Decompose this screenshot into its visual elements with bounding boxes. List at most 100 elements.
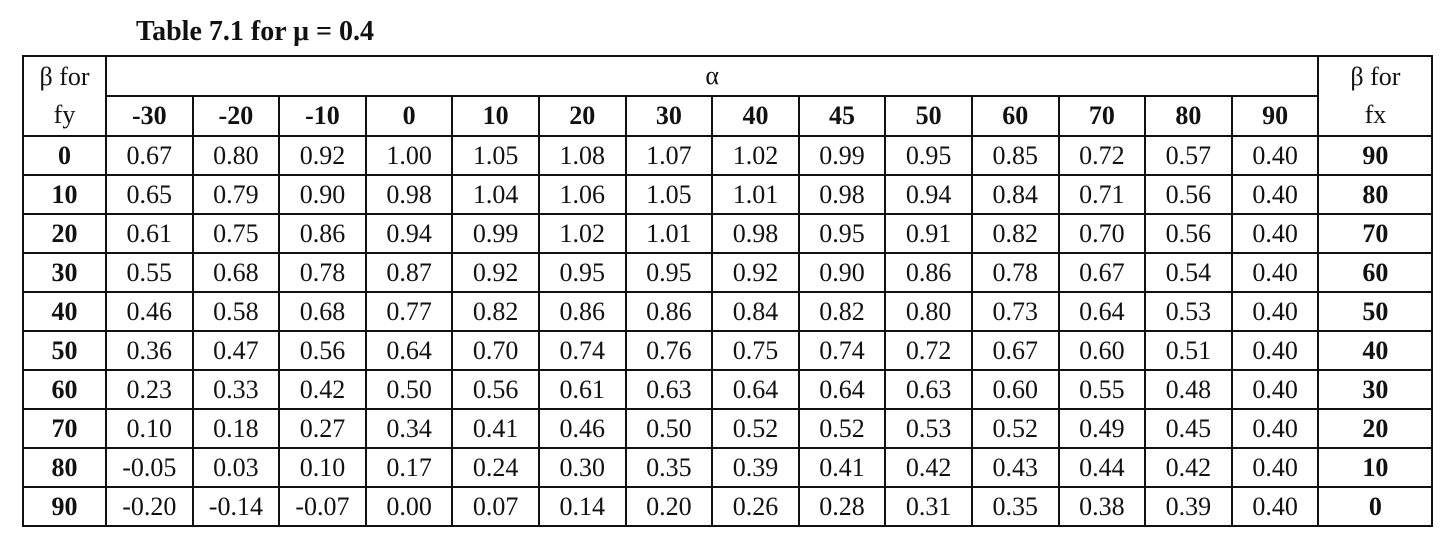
data-table: β for fy α β for fx -30 -20 -10 0 10 20 30 40 45 50 60 7… [22, 55, 1434, 527]
cell: 0.92 [278, 135, 367, 176]
cell: 0.03 [191, 447, 281, 488]
cell: 0.80 [191, 135, 281, 176]
cell: 0.76 [624, 330, 714, 371]
cell: 0.74 [537, 330, 627, 371]
cell: 0.79 [191, 174, 281, 215]
cell: 0.40 [1230, 135, 1320, 176]
cell: 0.31 [884, 486, 973, 527]
cell: 0.64 [797, 369, 887, 410]
cell: 0.86 [884, 252, 973, 293]
cell: 0.68 [278, 291, 367, 332]
cell: 0.72 [884, 330, 973, 371]
row-label-right: 0 [1317, 486, 1434, 527]
cell: 0.52 [970, 408, 1060, 449]
data-row: 80 -0.05 0.03 0.10 0.17 0.24 0.30 0.35 0.39 0.41 0… [22, 447, 1434, 488]
header-line: β for [39, 62, 90, 91]
span-header: α [104, 55, 1320, 97]
row-label: 50 [22, 330, 107, 371]
cell: 0.42 [278, 369, 367, 410]
cell: 0.63 [624, 369, 714, 410]
cell: 0.35 [624, 447, 714, 488]
header-line: fy [53, 100, 76, 129]
cell: 0.47 [191, 330, 281, 371]
cell: 0.95 [624, 252, 714, 293]
cell: 0.98 [364, 174, 454, 215]
cell: 0.60 [1057, 330, 1147, 371]
cell: 0.90 [797, 252, 887, 293]
data-row: 30 0.55 0.68 0.78 0.87 0.92 0.95 0.95 0.92 0.90 0.… [22, 252, 1434, 293]
cell: 1.02 [711, 135, 800, 176]
cell: 0.33 [191, 369, 281, 410]
cell: 0.07 [451, 486, 540, 527]
cell: 1.05 [451, 135, 540, 176]
header-row: β for fy α β for fx [22, 55, 1434, 137]
cell: 0.75 [711, 330, 800, 371]
column-header: 0 [364, 95, 454, 137]
cell: 0.40 [1230, 213, 1320, 254]
row-label-right: 90 [1317, 135, 1434, 176]
row-label-right: 60 [1317, 252, 1434, 293]
cell: 0.82 [451, 291, 540, 332]
cell: 0.98 [711, 213, 800, 254]
cell: 1.07 [624, 135, 714, 176]
cell: 0.61 [105, 213, 194, 254]
column-header: 90 [1230, 95, 1320, 137]
cell: 0.99 [797, 135, 887, 176]
row-label-right: 50 [1317, 291, 1434, 332]
cell: 0.46 [105, 291, 194, 332]
cell: 0.87 [364, 252, 454, 293]
cell: 0.27 [278, 408, 367, 449]
cell: 0.38 [1057, 486, 1147, 527]
cell: 1.06 [537, 174, 627, 215]
cell: 0.99 [451, 213, 540, 254]
cell: 0.41 [797, 447, 887, 488]
header-row: -30 -20 -10 0 10 20 30 40 45 50 60 70 80 90 [23, 95, 1432, 137]
row-label: 80 [22, 447, 107, 488]
column-header: 30 [624, 95, 714, 137]
cell: 0.75 [191, 213, 281, 254]
cell: 0.39 [1144, 486, 1233, 527]
cell: 0.54 [1144, 252, 1233, 293]
cell: 0.60 [970, 369, 1060, 410]
column-header: 70 [1057, 95, 1147, 137]
row-label-right: 20 [1317, 408, 1434, 449]
cell: 1.01 [711, 174, 800, 215]
data-row: 10 0.65 0.79 0.90 0.98 1.04 1.06 1.05 1.01 0.98 0.… [22, 174, 1434, 215]
row-label: 90 [22, 486, 107, 527]
cell: -0.14 [191, 486, 281, 527]
cell: 0.23 [105, 369, 194, 410]
data-row: 0 0.67 0.80 0.92 1.00 1.05 1.08 1.07 1.02 0.99 0.9… [22, 135, 1434, 176]
cell: 0.50 [364, 369, 454, 410]
cell: 0.73 [970, 291, 1060, 332]
cell: 0.64 [364, 330, 454, 371]
cell: 0.40 [1230, 369, 1320, 410]
cell: 0.46 [537, 408, 627, 449]
cell: 0.70 [451, 330, 540, 371]
data-row: 70 0.10 0.18 0.27 0.34 0.41 0.46 0.50 0.52 0.52 0.… [22, 408, 1434, 449]
row-label: 20 [22, 213, 107, 254]
cell: 0.86 [537, 291, 627, 332]
row-label-right: 10 [1317, 447, 1434, 488]
cell: 0.85 [970, 135, 1060, 176]
cell: 0.72 [1057, 135, 1147, 176]
header-line: fx [1364, 100, 1387, 129]
cell: 0.40 [1230, 486, 1320, 527]
cell: 0.98 [797, 174, 887, 215]
cell: 0.61 [537, 369, 627, 410]
cell: 0.26 [711, 486, 800, 527]
cell: 0.30 [537, 447, 627, 488]
cell: -0.05 [105, 447, 194, 488]
cell: 1.02 [537, 213, 627, 254]
cell: 0.64 [1057, 291, 1147, 332]
cell: 0.91 [884, 213, 973, 254]
cell: 0.90 [278, 174, 367, 215]
cell: 0.52 [797, 408, 887, 449]
cell: 0.18 [191, 408, 281, 449]
cell: 0.64 [711, 369, 800, 410]
cell: 0.68 [191, 252, 281, 293]
cell: 0.00 [364, 486, 454, 527]
cell: 0.82 [970, 213, 1060, 254]
row-label: 10 [22, 174, 107, 215]
column-header: 20 [537, 95, 627, 137]
cell: 0.95 [537, 252, 627, 293]
